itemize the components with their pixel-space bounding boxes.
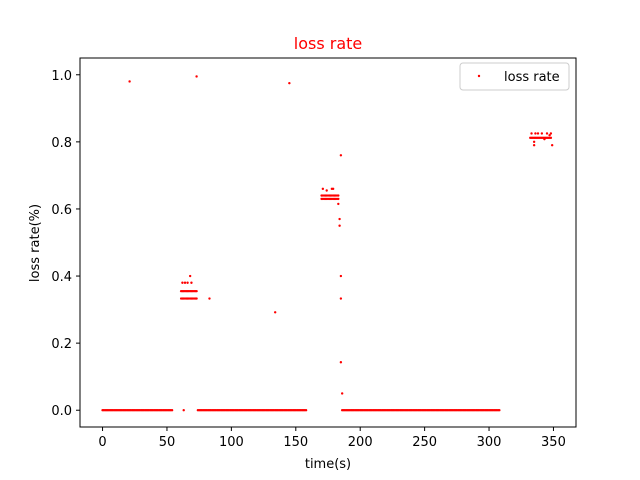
data-points bbox=[101, 75, 554, 412]
y-tick-label: 0.0 bbox=[51, 404, 72, 419]
x-tick-label: 50 bbox=[159, 435, 176, 450]
y-tick-label: 0.8 bbox=[51, 136, 72, 151]
data-point bbox=[338, 224, 341, 227]
data-point bbox=[208, 297, 211, 300]
data-point bbox=[181, 281, 184, 284]
data-point bbox=[337, 197, 340, 201]
data-point bbox=[545, 132, 549, 135]
x-tick-label: 200 bbox=[348, 435, 373, 450]
data-point bbox=[331, 187, 335, 191]
legend-box bbox=[459, 62, 570, 91]
data-point bbox=[288, 81, 291, 85]
data-point bbox=[549, 132, 553, 135]
x-axis-label: time(s) bbox=[305, 457, 351, 472]
x-tick-label: 150 bbox=[283, 435, 308, 450]
y-tick-label: 0.6 bbox=[51, 203, 72, 218]
data-point bbox=[536, 132, 540, 135]
data-point bbox=[170, 409, 174, 412]
plot-area-frame bbox=[79, 57, 577, 428]
data-point bbox=[195, 297, 198, 300]
y-axis-label: loss rate(%) bbox=[28, 204, 43, 282]
data-point bbox=[273, 311, 277, 314]
data-point bbox=[186, 281, 189, 284]
data-point bbox=[195, 289, 198, 293]
x-tick-label: 300 bbox=[477, 435, 502, 450]
data-point bbox=[532, 140, 536, 144]
x-tick-label: 350 bbox=[541, 435, 566, 450]
data-point bbox=[339, 154, 343, 157]
y-tick-label: 1.0 bbox=[51, 69, 72, 84]
data-point bbox=[339, 361, 343, 364]
data-point bbox=[188, 274, 192, 278]
data-point bbox=[190, 281, 193, 284]
legend-label: loss rate bbox=[504, 70, 560, 85]
data-point bbox=[530, 132, 533, 135]
data-point bbox=[548, 133, 551, 137]
x-tick-label: 100 bbox=[219, 435, 244, 450]
x-tick-label: 250 bbox=[412, 435, 437, 450]
data-point bbox=[325, 189, 328, 192]
data-point bbox=[540, 132, 544, 135]
data-point bbox=[183, 281, 187, 284]
data-point bbox=[337, 202, 340, 206]
data-point bbox=[195, 75, 198, 78]
legend-marker bbox=[477, 74, 481, 78]
data-point bbox=[534, 132, 537, 135]
data-point bbox=[498, 409, 501, 412]
data-point bbox=[182, 409, 185, 412]
data-point bbox=[304, 409, 308, 412]
data-point bbox=[321, 187, 325, 191]
data-point bbox=[549, 136, 553, 140]
x-tick-label: 0 bbox=[98, 435, 106, 450]
data-point bbox=[340, 392, 344, 395]
y-tick-label: 0.4 bbox=[51, 270, 72, 285]
data-point bbox=[339, 274, 343, 278]
data-point bbox=[338, 217, 341, 221]
data-point bbox=[532, 144, 536, 147]
data-point bbox=[128, 80, 131, 83]
axis-ticks: 0 50 100 150 200 250 300 350 0.0 0.2 0.4 0.6 0.8 1.0 bbox=[51, 69, 566, 450]
data-point bbox=[339, 297, 343, 300]
data-point bbox=[543, 137, 546, 141]
legend: loss rate bbox=[459, 62, 570, 91]
data-point bbox=[550, 144, 554, 147]
data-point bbox=[337, 194, 340, 197]
chart-title: loss rate bbox=[294, 34, 363, 53]
y-tick-label: 0.2 bbox=[51, 337, 72, 352]
